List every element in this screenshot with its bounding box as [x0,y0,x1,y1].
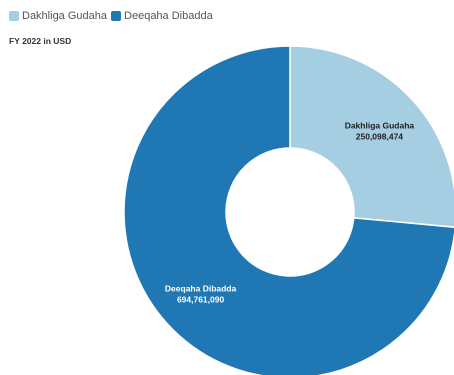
slice-deeqaha-dibadda[interactable] [123,45,454,375]
slice-label-value-dakhliga-gudaha: 250,098,474 [356,131,404,141]
chart-legend: Dakhliga Gudaha Deeqaha Dibadda [9,10,217,22]
slice-label-name-dakhliga-gudaha: Dakhliga Gudaha [345,120,415,130]
chart-subtitle: FY 2022 in USD [9,36,72,46]
slice-label-value-deeqaha-dibadda: 694,761,090 [177,295,225,305]
legend-item-dakhliga-gudaha[interactable]: Dakhliga Gudaha [9,10,107,22]
legend-swatch-dakhliga-gudaha [9,11,19,21]
slice-label-name-deeqaha-dibadda: Deeqaha Dibadda [165,284,237,294]
legend-item-deeqaha-dibadda[interactable]: Deeqaha Dibadda [111,10,213,22]
legend-label-dakhliga-gudaha: Dakhliga Gudaha [22,10,108,22]
slice-dakhliga-gudaha[interactable] [289,45,454,228]
legend-label-deeqaha-dibadda: Deeqaha Dibadda [124,10,213,22]
legend-swatch-deeqaha-dibadda [111,11,122,21]
